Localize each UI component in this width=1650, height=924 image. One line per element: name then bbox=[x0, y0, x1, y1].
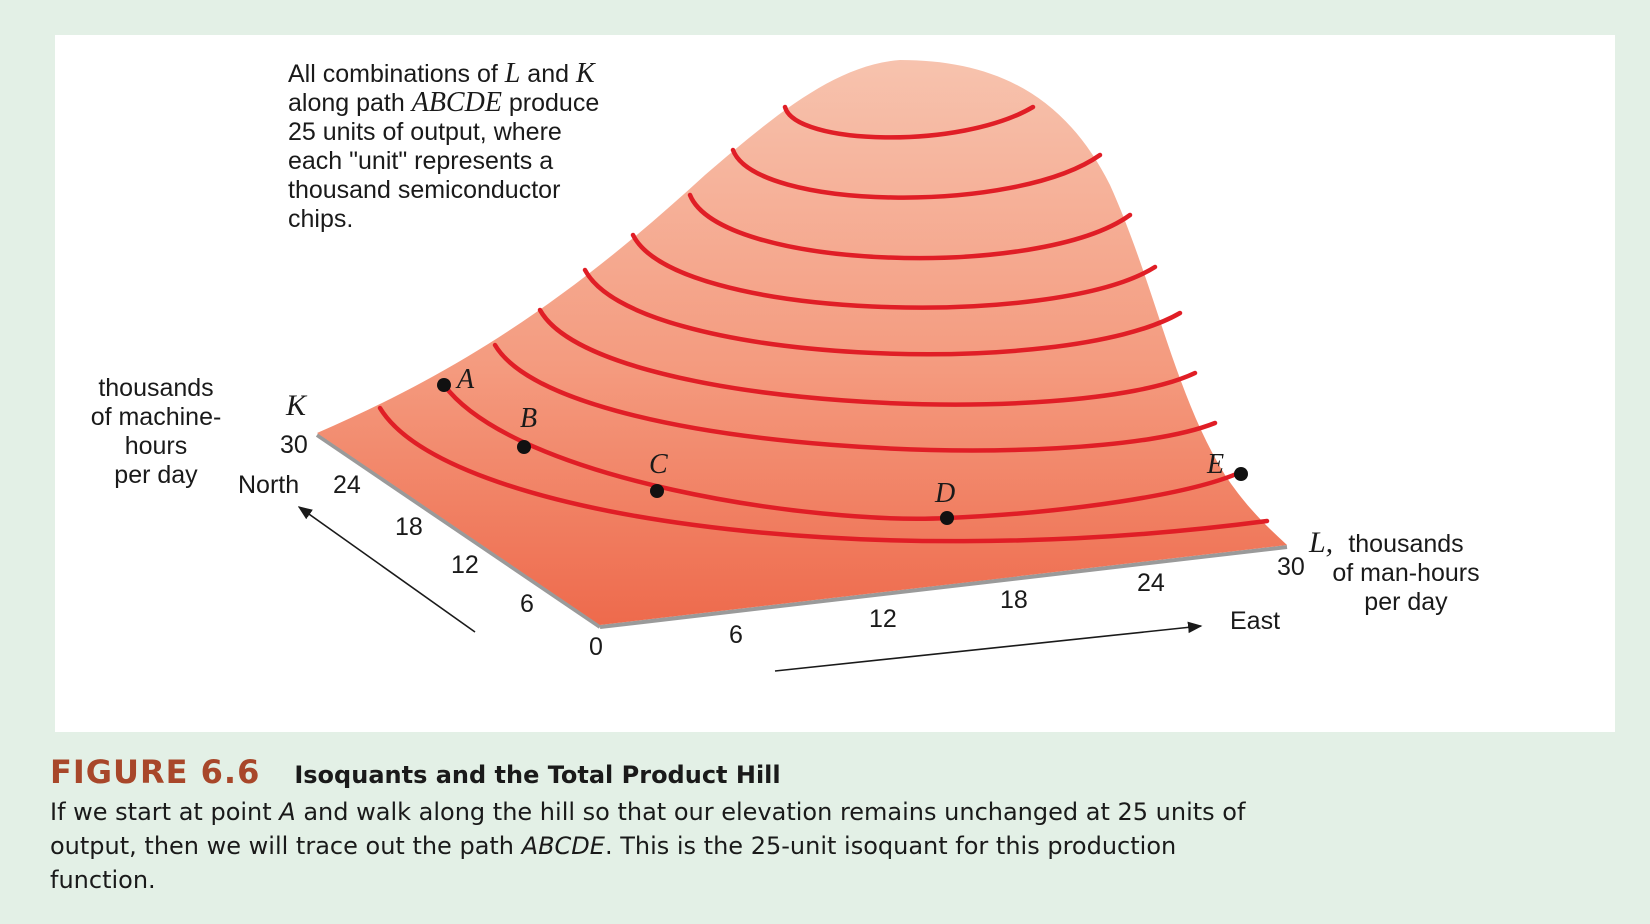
svg-text:All combinations of L and K: All combinations of L and K bbox=[288, 58, 596, 89]
l-axis-tick: 12 bbox=[869, 605, 897, 633]
caption-point-a: A bbox=[279, 798, 296, 826]
figure-caption: FIGURE 6.6 Isoquants and the Total Produ… bbox=[50, 753, 1550, 897]
isoquant-curve bbox=[730, 147, 1103, 200]
annotation-text: and bbox=[520, 60, 576, 88]
k-axis-tick: 18 bbox=[395, 513, 423, 541]
east-arrow bbox=[774, 621, 1203, 672]
east-label: East bbox=[1230, 607, 1280, 635]
total-product-hill-diagram: A B C D E All combinations of L and K al… bbox=[91, 58, 1480, 672]
point-c bbox=[650, 484, 664, 498]
caption-text: and walk along the hill so that our elev… bbox=[50, 798, 1246, 860]
k-axis-symbol: K bbox=[285, 389, 308, 422]
l-axis-label: of man-hours bbox=[1332, 559, 1479, 587]
k-axis-label: per day bbox=[114, 461, 198, 489]
isoquant-curve bbox=[492, 342, 1218, 453]
caption-header: FIGURE 6.6 Isoquants and the Total Produ… bbox=[50, 753, 1550, 791]
annotation-text: along path bbox=[288, 89, 412, 117]
l-axis-tick: 18 bbox=[1000, 586, 1028, 614]
point-label-e: E bbox=[1206, 449, 1224, 480]
isoquant-curve bbox=[782, 104, 1036, 140]
annotation-symbol-k: K bbox=[575, 58, 596, 89]
isoquant-curve bbox=[630, 232, 1158, 310]
isoquant-contours bbox=[377, 104, 1270, 544]
isoquant-curve bbox=[687, 192, 1133, 261]
svg-text:along path ABCDE produce: along path ABCDE produce bbox=[288, 87, 599, 118]
l-axis-tick: 6 bbox=[729, 621, 743, 649]
hill-surface bbox=[317, 60, 1287, 625]
point-label-a: A bbox=[455, 364, 475, 395]
l-axis-symbol: L, bbox=[1308, 526, 1333, 559]
l-axis-tick: 30 bbox=[1277, 553, 1305, 581]
k-axis-tick: 12 bbox=[451, 551, 479, 579]
annotation-symbol-l: L bbox=[504, 58, 521, 89]
point-a bbox=[437, 378, 451, 392]
annotation-text: 25 units of output, where bbox=[288, 118, 562, 146]
annotation-text: produce bbox=[502, 89, 599, 117]
l-axis-label: thousands bbox=[1348, 530, 1463, 558]
k-axis-label: thousands bbox=[98, 374, 213, 402]
origin-label: 0 bbox=[589, 633, 603, 661]
isoquant-curve bbox=[377, 405, 1270, 544]
hill-annotation: All combinations of L and K along path A… bbox=[288, 58, 599, 233]
point-label-c: C bbox=[649, 449, 668, 480]
north-label: North bbox=[238, 471, 299, 499]
figure-title: Isoquants and the Total Product Hill bbox=[294, 761, 781, 789]
k-axis-tick: 24 bbox=[333, 471, 361, 499]
base-edge-east bbox=[599, 545, 1288, 629]
point-label-b: B bbox=[520, 403, 537, 434]
caption-text: If we start at point bbox=[50, 798, 280, 826]
isoquant-curve bbox=[441, 382, 1244, 521]
isoquant-points: A B C D E bbox=[437, 364, 1248, 525]
caption-path: ABCDE bbox=[521, 832, 605, 860]
point-d bbox=[940, 511, 954, 525]
annotation-text: chips. bbox=[288, 205, 353, 233]
point-e bbox=[1234, 467, 1248, 481]
annotation-text: each "unit" represents a bbox=[288, 147, 553, 175]
figure-panel: A B C D E All combinations of L and K al… bbox=[55, 35, 1615, 732]
l-axis: 0 6 12 18 24 30 East L, thousands of man… bbox=[589, 526, 1480, 672]
k-axis-tick: 6 bbox=[520, 590, 534, 618]
figure-number: FIGURE 6.6 bbox=[50, 753, 261, 791]
caption-text: . This is the 25-unit isoquant for this … bbox=[50, 832, 1177, 894]
isoquant-curve bbox=[582, 267, 1183, 357]
isoquant-curve bbox=[537, 307, 1198, 407]
annotation-text: All combinations of bbox=[288, 60, 505, 88]
base-edge-north bbox=[315, 433, 602, 629]
north-arrow bbox=[297, 506, 476, 633]
annotation-path: ABCDE bbox=[410, 87, 502, 118]
caption-body: If we start at point A and walk along th… bbox=[50, 795, 1250, 897]
point-b bbox=[517, 440, 531, 454]
point-label-d: D bbox=[934, 478, 955, 509]
k-axis-label: hours bbox=[125, 432, 188, 460]
k-axis-label: of machine- bbox=[91, 403, 222, 431]
k-axis: thousands of machine- hours per day K No… bbox=[91, 374, 534, 633]
l-axis-tick: 24 bbox=[1137, 569, 1165, 597]
l-axis-label: per day bbox=[1364, 588, 1448, 616]
annotation-text: thousand semiconductor bbox=[288, 176, 560, 204]
k-axis-tick: 30 bbox=[280, 431, 308, 459]
